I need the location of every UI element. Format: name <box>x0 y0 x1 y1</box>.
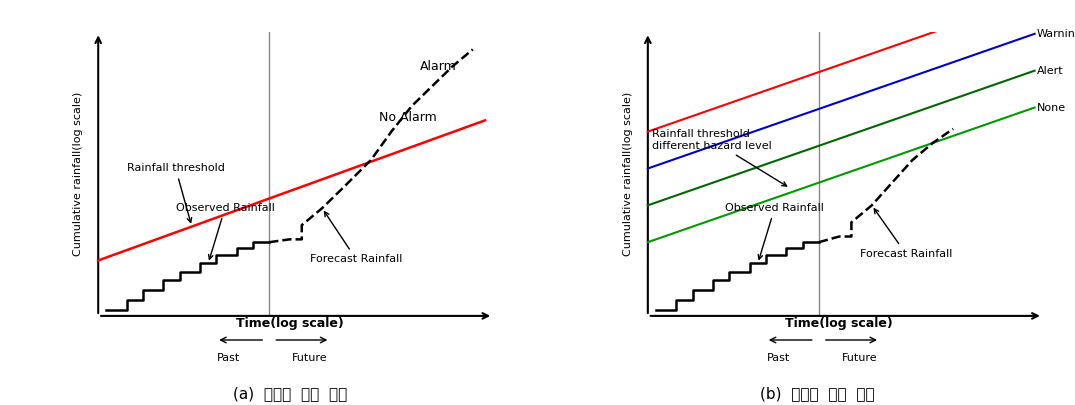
Text: Observed Rainfall: Observed Rainfall <box>726 203 825 259</box>
Text: Forecast Rainfall: Forecast Rainfall <box>860 209 952 258</box>
Y-axis label: Cumulative rainfall(log scale): Cumulative rainfall(log scale) <box>622 92 633 256</box>
X-axis label: Time(log scale): Time(log scale) <box>235 317 343 330</box>
Text: Past: Past <box>766 353 790 363</box>
Text: No Alarm: No Alarm <box>379 111 436 124</box>
Text: Alert: Alert <box>1036 66 1063 76</box>
Text: (a)  산림청  기준  적용: (a) 산림청 기준 적용 <box>233 386 347 401</box>
Text: Warning: Warning <box>1036 29 1075 39</box>
Text: Forecast Rainfall: Forecast Rainfall <box>310 212 402 264</box>
Text: Evacuation: Evacuation <box>1036 0 1075 2</box>
Text: (b)  산림청  기준  적용: (b) 산림청 기준 적용 <box>760 386 874 401</box>
Text: Future: Future <box>292 353 328 363</box>
Y-axis label: Cumulative rainfall(log scale): Cumulative rainfall(log scale) <box>73 92 83 256</box>
Text: Rainfall threshold
different hazard level: Rainfall threshold different hazard leve… <box>651 129 787 186</box>
Text: Past: Past <box>217 353 240 363</box>
Text: None: None <box>1036 102 1065 113</box>
Text: Observed Rainfall: Observed Rainfall <box>175 203 274 259</box>
Text: Future: Future <box>842 353 877 363</box>
X-axis label: Time(log scale): Time(log scale) <box>786 317 893 330</box>
Text: Rainfall threshold: Rainfall threshold <box>127 164 225 222</box>
Text: Alarm: Alarm <box>420 60 457 73</box>
